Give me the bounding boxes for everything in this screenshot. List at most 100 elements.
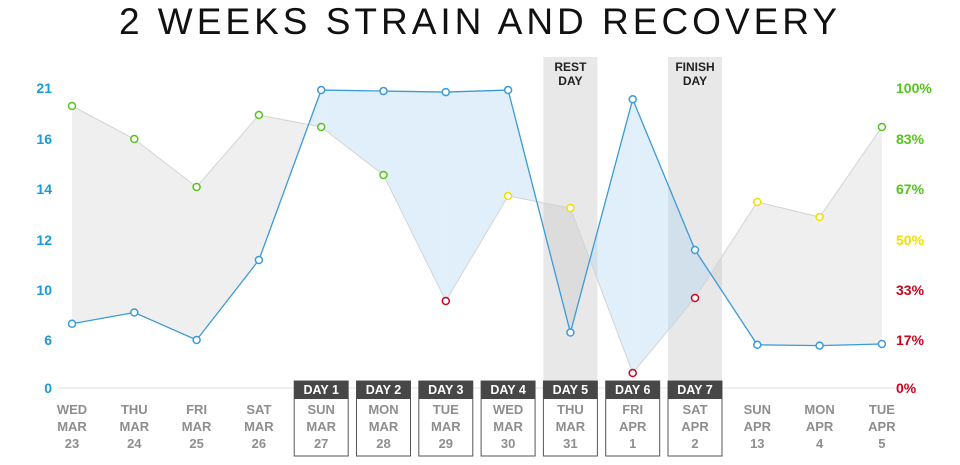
- strain-point: [566, 328, 575, 337]
- left-axis-tick: 12: [36, 232, 52, 248]
- day-label: DAY 1: [303, 383, 338, 397]
- strain-point: [67, 319, 77, 328]
- day-label: DAY 7: [677, 383, 712, 397]
- x-tick-label: WED: [493, 402, 523, 417]
- right-axis-tick: 50%: [896, 232, 925, 248]
- recovery-area: [258, 115, 309, 260]
- x-tick-label: APR: [806, 419, 834, 434]
- x-tick-label: MAR: [431, 419, 461, 434]
- x-tick-label: 25: [189, 436, 203, 451]
- x-tick-label: MAR: [369, 419, 399, 434]
- strain-point: [441, 87, 451, 97]
- strain-point: [815, 341, 824, 350]
- recovery-point: [690, 293, 700, 303]
- chart-title: 2 WEEKS STRAIN AND RECOVERY: [118, 1, 842, 42]
- x-tick-label: THU: [557, 402, 584, 417]
- day-box-header: [418, 381, 473, 399]
- right-axis-tick: 100%: [896, 80, 932, 96]
- recovery-area: [72, 106, 135, 324]
- recovery-point: [316, 122, 326, 132]
- x-tick-label: SAT: [682, 402, 707, 417]
- highlight-band: [543, 57, 598, 403]
- band-label: DAY: [683, 74, 707, 88]
- strain-point: [503, 85, 513, 95]
- recovery-area: [196, 115, 259, 340]
- strain-area: [508, 90, 537, 202]
- strain-point: [877, 339, 887, 349]
- strain-point: [254, 255, 264, 265]
- x-tick-label: 4: [816, 436, 824, 451]
- right-axis-tick: 0%: [896, 380, 917, 396]
- x-tick-label: MON: [368, 402, 398, 417]
- band-label: REST: [554, 60, 587, 74]
- highlight-band: [668, 57, 722, 403]
- strain-line: [71, 89, 882, 347]
- x-tick-label: MAR: [57, 419, 87, 434]
- x-tick-label: 13: [750, 436, 764, 451]
- strain-point: [316, 85, 326, 95]
- day-box-header: [605, 381, 660, 399]
- strain-area: [445, 90, 509, 301]
- recovery-point: [877, 122, 887, 132]
- recovery-point: [192, 182, 201, 192]
- left-axis-tick: 16: [36, 131, 52, 147]
- x-tick-label: 5: [878, 436, 885, 451]
- right-axis-tick: 33%: [896, 282, 925, 298]
- x-tick-label: TUE: [869, 402, 895, 417]
- strain-area: [383, 91, 446, 301]
- right-axis-tick: 67%: [896, 181, 925, 197]
- recovery-point: [130, 134, 139, 144]
- x-tick-label: APR: [744, 419, 772, 434]
- recovery-area: [134, 139, 197, 340]
- x-tick-label: SUN: [307, 402, 334, 417]
- x-tick-label: APR: [619, 419, 647, 434]
- band-label: FINISH: [675, 60, 714, 74]
- x-tick-label: 30: [501, 436, 515, 451]
- x-tick-label: 31: [563, 436, 577, 451]
- x-tick-label: 28: [376, 436, 390, 451]
- x-tick-label: THU: [121, 402, 148, 417]
- strain-area: [632, 99, 695, 373]
- recovery-point: [379, 170, 388, 180]
- x-tick-label: MAR: [244, 419, 274, 434]
- recovery-point: [441, 296, 451, 306]
- day-box-header: [356, 381, 411, 399]
- x-tick-label: 24: [127, 436, 142, 451]
- recovery-point: [67, 101, 77, 111]
- x-tick-label: 26: [252, 436, 266, 451]
- right-axis-tick: 17%: [896, 332, 925, 348]
- day-box-header: [294, 381, 349, 399]
- recovery-point: [566, 203, 575, 213]
- x-tick-label: FRI: [622, 402, 643, 417]
- left-axis-tick: 14: [36, 181, 52, 197]
- strain-point: [192, 335, 201, 345]
- day-label: DAY 5: [553, 383, 588, 397]
- x-tick-label: WED: [57, 402, 87, 417]
- recovery-point: [628, 368, 637, 378]
- x-tick-label: APR: [868, 419, 896, 434]
- band-label: DAY: [558, 74, 582, 88]
- recovery-area: [710, 202, 758, 345]
- x-tick-label: 1: [629, 436, 636, 451]
- day-box-header: [668, 381, 722, 399]
- left-axis-tick: 6: [44, 332, 52, 348]
- day-label: DAY 2: [366, 383, 401, 397]
- x-tick-label: 27: [314, 436, 328, 451]
- x-tick-label: TUE: [433, 402, 459, 417]
- x-tick-label: 23: [65, 436, 79, 451]
- recovery-area: [757, 202, 820, 346]
- recovery-area: [819, 127, 882, 346]
- day-box-header: [481, 381, 536, 399]
- day-label: DAY 3: [428, 383, 463, 397]
- x-tick-label: MAR: [493, 419, 523, 434]
- recovery-line: [71, 105, 883, 374]
- x-tick-label: 29: [439, 436, 453, 451]
- x-tick-label: SUN: [744, 402, 771, 417]
- x-tick-label: MON: [804, 402, 834, 417]
- x-tick-label: FRI: [186, 402, 207, 417]
- strain-point: [753, 340, 762, 350]
- day-box-header: [543, 381, 598, 399]
- left-axis-tick: 0: [44, 380, 52, 396]
- strain-point: [379, 86, 388, 96]
- recovery-point: [753, 197, 762, 207]
